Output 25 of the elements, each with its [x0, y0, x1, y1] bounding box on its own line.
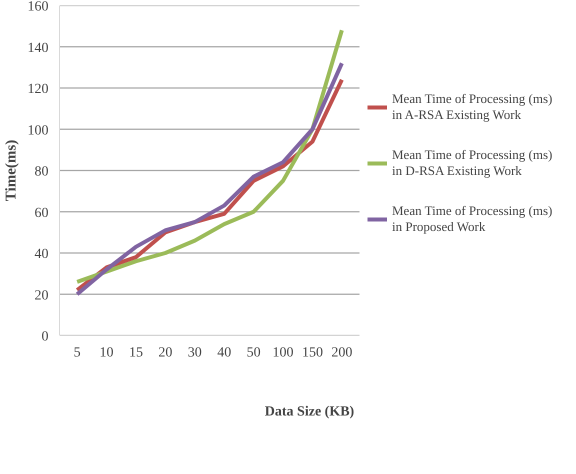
x-tick-label: 30	[188, 346, 202, 360]
x-tick-label: 200	[331, 346, 352, 360]
x-tick-label: 5	[74, 346, 81, 360]
x-tick-label: 20	[158, 346, 172, 360]
y-tick-label: 40	[34, 247, 48, 262]
line-series	[75, 28, 344, 284]
legend-label: Mean Time of Processing (ms) in A-RSA Existing Work	[392, 91, 552, 123]
x-tick-label: 50	[246, 346, 261, 360]
legend-label: Mean Time of Processing (ms) in Proposed Work	[392, 203, 552, 235]
y-tick-label: 140	[28, 40, 48, 56]
x-axis-title: Data Size (KB)	[264, 404, 355, 420]
y-tick-label: 80	[34, 164, 48, 180]
y-tick-label: 20	[34, 288, 48, 304]
x-tick-label: 100	[272, 346, 294, 360]
y-tick-label: 160	[28, 0, 48, 14]
x-tick-label: 40	[217, 346, 232, 360]
x-tick-label: 15	[128, 346, 143, 360]
y-tick-label: 0	[42, 330, 48, 344]
y-axis-title: Time(ms)	[4, 140, 20, 202]
y-tick-label: 100	[28, 123, 48, 138]
y-tick-label: 120	[28, 82, 48, 97]
y-tick-label: 60	[34, 206, 48, 221]
x-tick-label: 10	[100, 346, 114, 360]
legend-label: Mean Time of Processing (ms) in D-RSA Existing Work	[392, 147, 552, 179]
x-tick-label: 150	[302, 346, 323, 360]
